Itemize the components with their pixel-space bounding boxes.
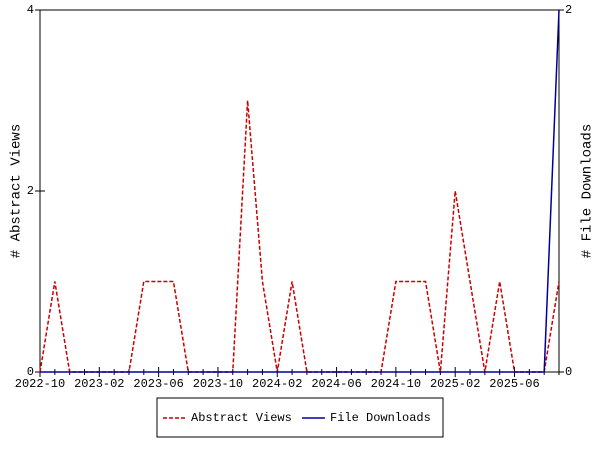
y2-tick-label: 2 — [565, 3, 572, 17]
x-tick-label: 2025-02 — [430, 377, 480, 391]
y-tick-label: 0 — [27, 365, 34, 379]
y-tick-label: 4 — [27, 3, 34, 17]
x-tick-label: 2022-10 — [15, 377, 65, 391]
x-tick-label: 2024-10 — [371, 377, 421, 391]
x-tick-label: 2023-02 — [74, 377, 124, 391]
series-line — [39, 100, 560, 373]
y2-tick-label: 0 — [565, 365, 572, 379]
legend-box — [156, 397, 444, 438]
plot-frame — [39, 9, 560, 373]
x-tick-label: 2023-10 — [193, 377, 243, 391]
y2-axis-label: # File Downloads — [580, 124, 596, 258]
y-tick-label: 2 — [27, 184, 34, 198]
y-axis-label: # Abstract Views — [9, 124, 25, 258]
x-tick-label: 2024-06 — [311, 377, 361, 391]
legend-label: Abstract Views — [191, 411, 292, 425]
x-tick-label: 2025-06 — [489, 377, 539, 391]
x-tick-label: 2024-02 — [252, 377, 302, 391]
series-line — [40, 9, 560, 373]
legend-label: File Downloads — [330, 411, 431, 425]
x-tick-label: 2023-06 — [133, 377, 183, 391]
